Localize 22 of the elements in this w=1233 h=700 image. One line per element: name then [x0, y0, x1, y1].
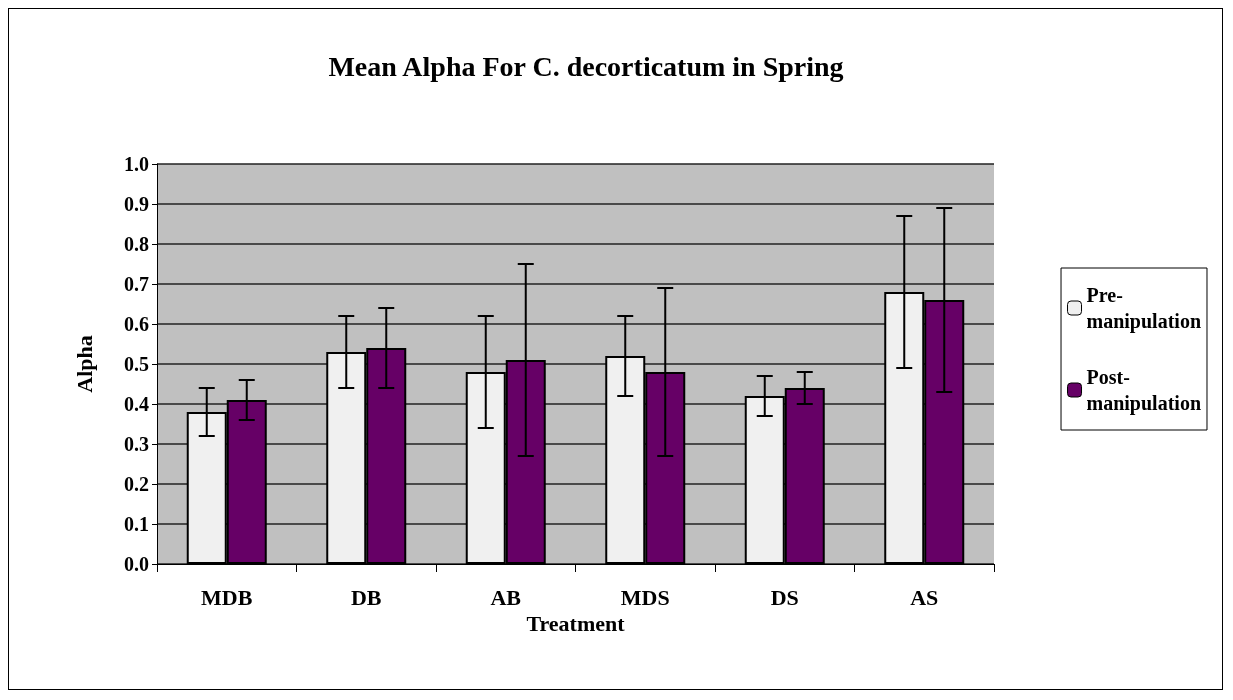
x-tick-label: AS [910, 584, 939, 610]
y-tick-label: 0.5 [124, 353, 149, 375]
x-tick-label: DS [770, 584, 799, 610]
chart-title: Mean Alpha For C. decorticatum in Spring [328, 50, 844, 82]
y-tick-label: 0.6 [124, 313, 149, 335]
y-tick-label: 0.3 [124, 433, 149, 455]
x-tick-label: DB [350, 584, 382, 610]
y-tick-label: 0.0 [124, 553, 149, 575]
y-tick-label: 0.8 [124, 233, 149, 255]
y-tick-label: 1.0 [124, 153, 149, 175]
legend-label: Pre-manipulation [1086, 284, 1201, 333]
x-tick-label: MDS [620, 584, 670, 610]
x-tick-label: AB [490, 584, 522, 610]
y-tick-label: 0.7 [124, 273, 149, 295]
x-axis-title: Treatment [526, 611, 626, 637]
legend-label: Post-manipulation [1086, 366, 1201, 415]
x-tick-label: MDB [201, 584, 253, 610]
y-tick-label: 0.2 [124, 473, 149, 495]
y-axis-title: Alpha [71, 335, 97, 393]
y-tick-label: 0.1 [124, 513, 149, 535]
y-tick-label: 0.4 [124, 393, 149, 415]
y-tick-label: 0.9 [124, 193, 149, 215]
